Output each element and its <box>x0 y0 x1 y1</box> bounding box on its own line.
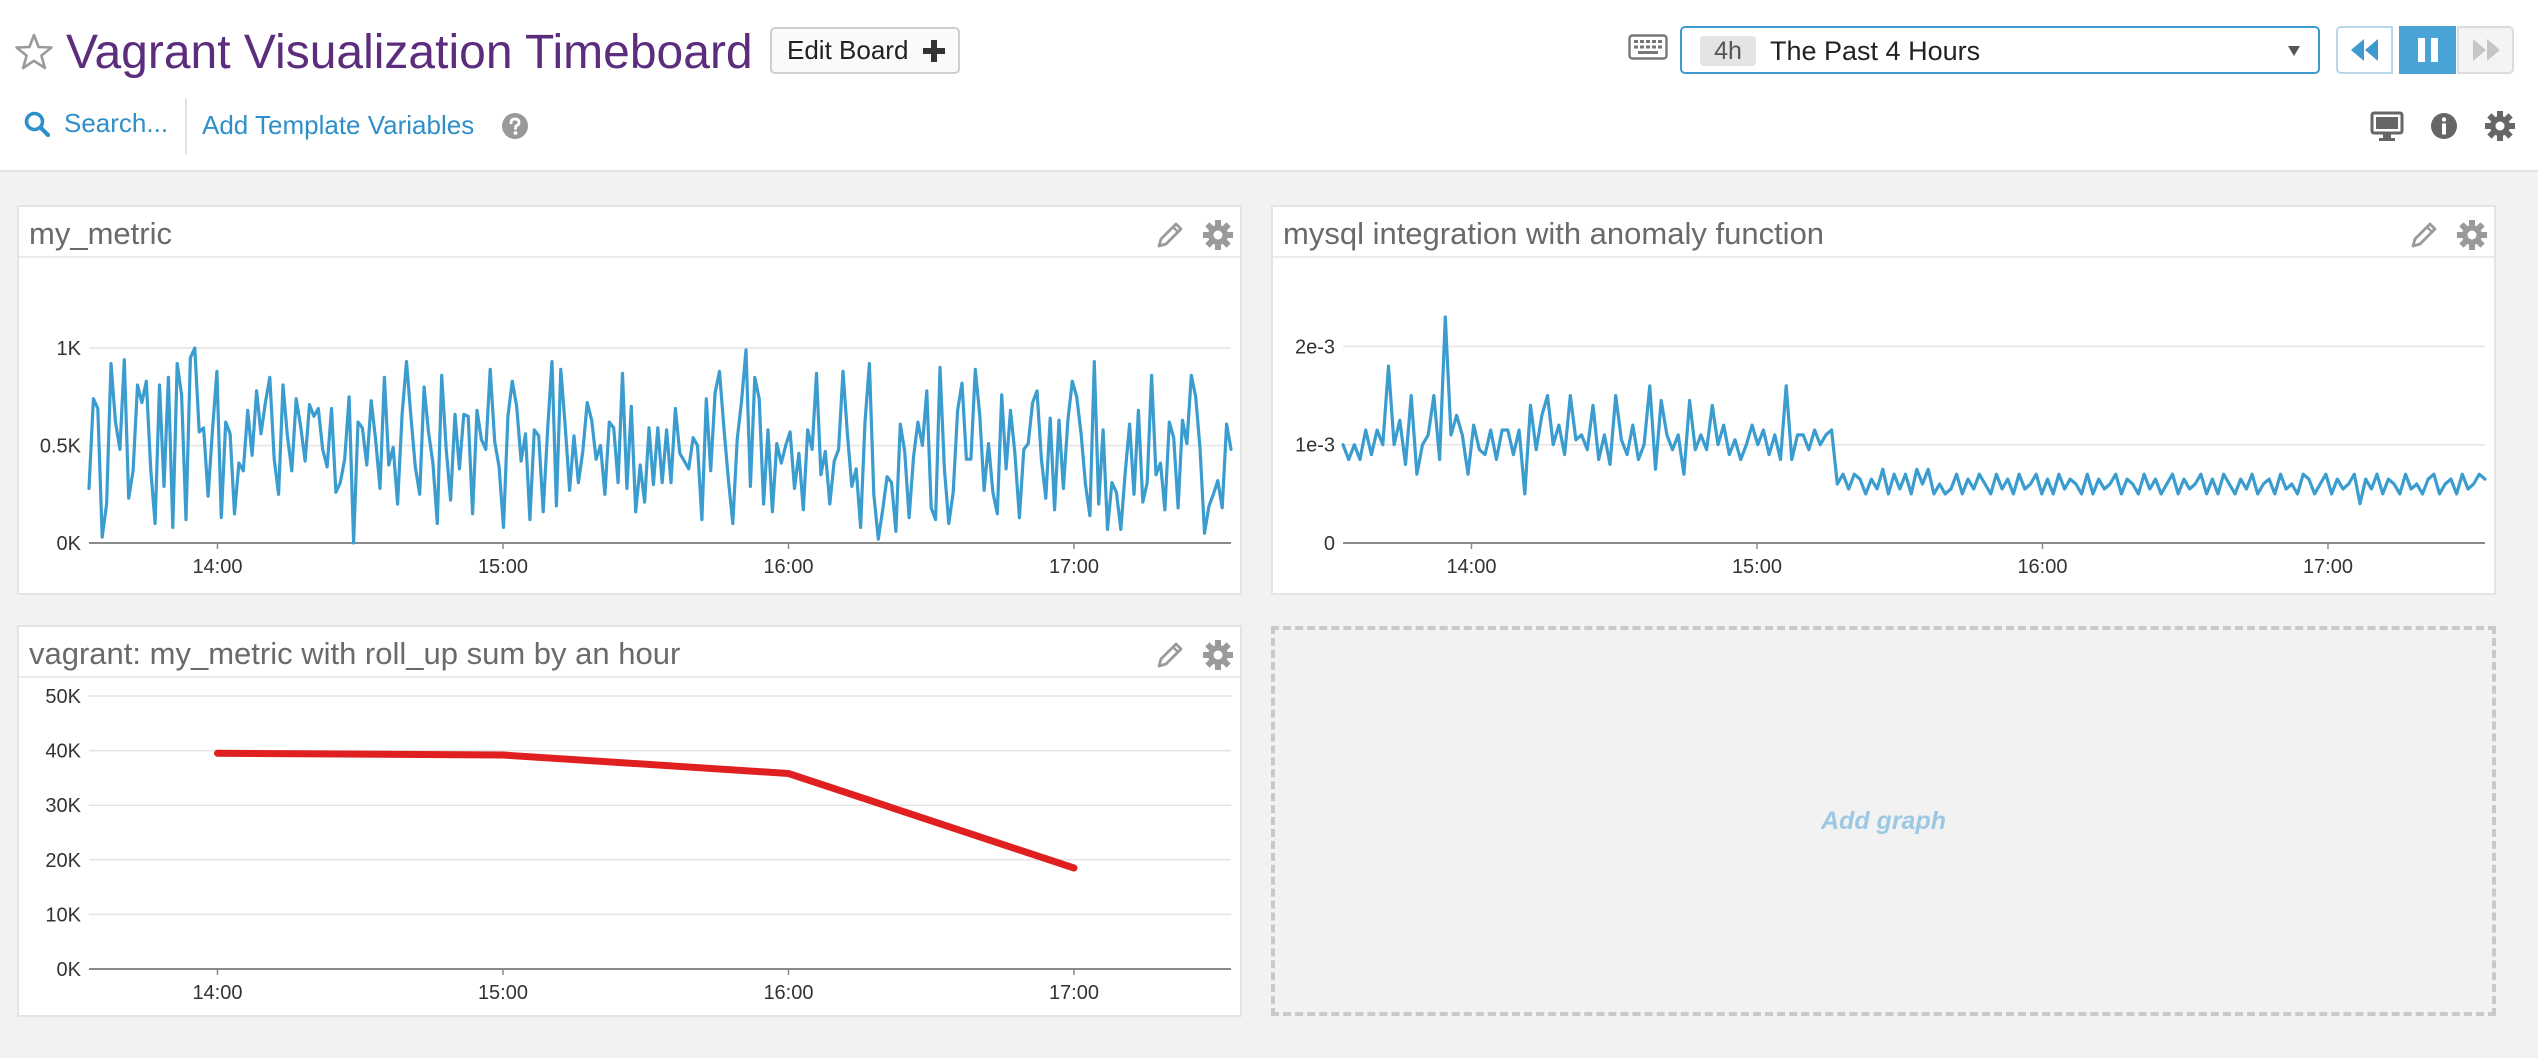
widget-header-divider <box>19 676 1240 678</box>
info-icon[interactable] <box>2427 110 2461 142</box>
gear-icon[interactable] <box>2456 219 2488 251</box>
mysql-anomaly-chart[interactable]: 0 1e-3 2e-3 14:00 15:00 16:00 17:00 <box>1273 258 2494 593</box>
x-tick-label: 16:00 <box>763 982 813 1004</box>
widget-my-metric: my_metric 0K 0.5K 1K 14:00 15:00 16:00 17:00 <box>17 205 1242 595</box>
widget-title: vagrant: my_metric with roll_up sum by a… <box>29 636 681 671</box>
x-tick-label: 16:00 <box>2017 556 2067 578</box>
x-tick-label: 17:00 <box>1049 982 1099 1004</box>
widget-header-divider <box>19 256 1240 258</box>
y-tick-label: 50K <box>45 686 81 708</box>
x-tick-label: 15:00 <box>478 982 528 1004</box>
y-tick-label: 0.5K <box>40 436 82 458</box>
add-template-variables-link[interactable]: Add Template Variables <box>202 110 475 140</box>
y-tick-label: 2e-3 <box>1295 336 1335 358</box>
pause-button[interactable] <box>2399 26 2456 74</box>
edit-board-button[interactable]: Edit Board <box>770 27 960 74</box>
fast-forward-icon <box>2472 39 2500 61</box>
plus-icon <box>923 39 946 62</box>
caret-down-icon <box>2288 46 2300 56</box>
search-button[interactable]: Search... <box>24 108 168 139</box>
y-tick-label: 30K <box>45 795 81 817</box>
fast-forward-button[interactable] <box>2457 26 2514 74</box>
x-tick-label: 16:00 <box>763 556 813 578</box>
series-line <box>214 749 1078 872</box>
search-label: Search... <box>64 108 169 138</box>
widget-header-divider <box>1273 256 2494 258</box>
x-tick-label: 15:00 <box>478 556 528 578</box>
help-icon[interactable] <box>501 112 529 140</box>
widget-rollup-sum: vagrant: my_metric with roll_up sum by a… <box>17 625 1242 1017</box>
dashboard-header: Vagrant Visualization Timeboard Edit Boa… <box>0 0 2538 172</box>
rewind-button[interactable] <box>2336 26 2393 74</box>
star-icon[interactable] <box>14 32 54 72</box>
monitor-icon[interactable] <box>2370 110 2404 142</box>
series-line <box>1341 315 2487 506</box>
toolbar-divider <box>185 98 187 154</box>
x-tick-label: 14:00 <box>192 556 242 578</box>
rollup-sum-chart[interactable]: 0K 10K 20K 30K 40K 50K 14:00 15:00 16:00 17:00 <box>19 678 1240 1015</box>
y-tick-label: 0 <box>1324 533 1335 555</box>
widget-title: my_metric <box>29 216 172 251</box>
y-tick-label: 0K <box>57 959 82 981</box>
gear-icon[interactable] <box>2483 110 2517 142</box>
y-tick-label: 40K <box>45 741 81 763</box>
gear-icon[interactable] <box>1202 639 1234 671</box>
pencil-icon[interactable] <box>1155 640 1185 670</box>
y-tick-label: 1K <box>57 338 82 360</box>
keyboard-icon[interactable] <box>1628 34 1668 60</box>
page-title: Vagrant Visualization Timeboard <box>66 26 753 79</box>
widget-mysql-anomaly: mysql integration with anomaly function … <box>1271 205 2496 595</box>
x-tick-label: 14:00 <box>192 982 242 1004</box>
timeframe-badge: 4h <box>1700 36 1756 66</box>
gear-icon[interactable] <box>1202 219 1234 251</box>
x-tick-label: 14:00 <box>1446 556 1496 578</box>
add-graph-label: Add graph <box>1821 806 1946 835</box>
my-metric-chart[interactable]: 0K 0.5K 1K 14:00 15:00 16:00 17:00 <box>19 258 1240 593</box>
search-icon <box>24 111 50 137</box>
widget-title: mysql integration with anomaly function <box>1283 216 1825 251</box>
rewind-icon <box>2350 39 2378 61</box>
pause-icon <box>2417 38 2438 62</box>
timeframe-selector[interactable]: 4h The Past 4 Hours <box>1680 26 2320 74</box>
y-tick-label: 0K <box>57 533 82 555</box>
x-tick-label: 17:00 <box>2303 556 2353 578</box>
x-tick-label: 15:00 <box>1732 556 1782 578</box>
add-graph-placeholder[interactable]: Add graph <box>1271 626 2496 1016</box>
y-tick-label: 1e-3 <box>1295 435 1335 457</box>
pencil-icon[interactable] <box>2409 220 2439 250</box>
series-line <box>87 346 1233 545</box>
x-tick-label: 17:00 <box>1049 556 1099 578</box>
pencil-icon[interactable] <box>1155 220 1185 250</box>
timeframe-label: The Past 4 Hours <box>1770 36 1981 66</box>
y-tick-label: 20K <box>45 850 81 872</box>
edit-board-label: Edit Board <box>787 35 909 65</box>
y-tick-label: 10K <box>45 904 81 926</box>
